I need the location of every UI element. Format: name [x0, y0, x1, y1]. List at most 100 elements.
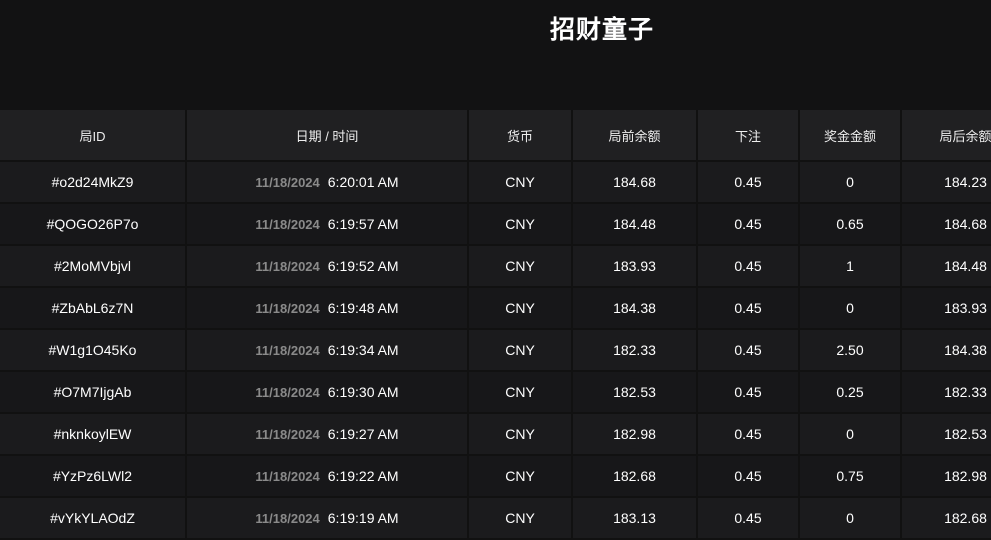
datetime-cell: 11/18/2024 6:19:30 AM	[186, 371, 469, 414]
date: 11/18/2024	[255, 301, 320, 316]
round-id[interactable]: #nknkoylEW	[0, 413, 187, 456]
page-header: 招财童子	[0, 0, 991, 110]
table-row[interactable]: #o2d24MkZ9 11/18/2024 6:20:01 AM CNY 184.68 0…	[0, 161, 991, 204]
date: 11/18/2024	[255, 427, 320, 442]
date: 11/18/2024	[255, 175, 320, 190]
currency: CNY	[468, 497, 573, 540]
datetime-cell: 11/18/2024 6:19:48 AM	[186, 287, 469, 330]
bet: 0.45	[697, 203, 800, 246]
page-title: 招财童子	[550, 16, 655, 44]
date: 11/18/2024	[255, 385, 320, 400]
win-amount: 0.75	[799, 455, 902, 498]
time: 6:19:48 AM	[327, 300, 399, 316]
currency: CNY	[468, 413, 573, 456]
date: 11/18/2024	[255, 343, 320, 358]
column-header-bet: 下注	[697, 110, 800, 162]
round-id[interactable]: #W1g1O45Ko	[0, 329, 187, 372]
balance-before: 184.68	[572, 161, 698, 204]
currency: CNY	[468, 161, 573, 204]
bet: 0.45	[697, 161, 800, 204]
balance-before: 182.53	[572, 371, 698, 414]
table-row[interactable]: #YzPz6LWl2 11/18/2024 6:19:22 AM CNY 182.68 0…	[0, 455, 991, 498]
column-header-win: 奖金金额	[799, 110, 902, 162]
column-header-balance-before: 局前余额	[572, 110, 698, 162]
win-amount: 0	[799, 413, 902, 456]
table-header-row: 局ID 日期 / 时间 货币 局前余额 下注 奖金金额 局后余额	[0, 110, 991, 162]
time: 6:19:19 AM	[327, 510, 399, 526]
table-row[interactable]: #ZbAbL6z7N 11/18/2024 6:19:48 AM CNY 184.38 0…	[0, 287, 991, 330]
bet: 0.45	[697, 497, 800, 540]
currency: CNY	[468, 287, 573, 330]
date: 11/18/2024	[255, 469, 320, 484]
datetime-cell: 11/18/2024 6:19:57 AM	[186, 203, 469, 246]
balance-after: 184.68	[901, 203, 991, 246]
date: 11/18/2024	[255, 217, 320, 232]
game-history-table: 局ID 日期 / 时间 货币 局前余额 下注 奖金金额 局后余额 #o2d24M…	[0, 110, 991, 540]
bet: 0.45	[697, 329, 800, 372]
win-amount: 1	[799, 245, 902, 288]
balance-after: 182.98	[901, 455, 991, 498]
round-id[interactable]: #2MoMVbjvl	[0, 245, 187, 288]
balance-after: 182.53	[901, 413, 991, 456]
balance-before: 182.33	[572, 329, 698, 372]
round-id[interactable]: #YzPz6LWl2	[0, 455, 187, 498]
datetime-cell: 11/18/2024 6:20:01 AM	[186, 161, 469, 204]
round-id[interactable]: #O7M7IjgAb	[0, 371, 187, 414]
currency: CNY	[468, 203, 573, 246]
bet: 0.45	[697, 455, 800, 498]
currency: CNY	[468, 245, 573, 288]
time: 6:19:52 AM	[327, 258, 399, 274]
column-header-round-id: 局ID	[0, 110, 187, 162]
round-id[interactable]: #ZbAbL6z7N	[0, 287, 187, 330]
balance-before: 183.93	[572, 245, 698, 288]
time: 6:19:27 AM	[327, 426, 399, 442]
time: 6:19:30 AM	[327, 384, 399, 400]
win-amount: 2.50	[799, 329, 902, 372]
win-amount: 0.25	[799, 371, 902, 414]
time: 6:19:22 AM	[327, 468, 399, 484]
date: 11/18/2024	[255, 259, 320, 274]
column-header-datetime: 日期 / 时间	[186, 110, 469, 162]
win-amount: 0	[799, 497, 902, 540]
date: 11/18/2024	[255, 511, 320, 526]
table-row[interactable]: #vYkYLAOdZ 11/18/2024 6:19:19 AM CNY 183.13 0…	[0, 497, 991, 540]
round-id[interactable]: #o2d24MkZ9	[0, 161, 187, 204]
balance-after: 183.93	[901, 287, 991, 330]
table-row[interactable]: #O7M7IjgAb 11/18/2024 6:19:30 AM CNY 182.53 0…	[0, 371, 991, 414]
round-id[interactable]: #vYkYLAOdZ	[0, 497, 187, 540]
balance-before: 183.13	[572, 497, 698, 540]
table-row[interactable]: #W1g1O45Ko 11/18/2024 6:19:34 AM CNY 182.33 0…	[0, 329, 991, 372]
datetime-cell: 11/18/2024 6:19:22 AM	[186, 455, 469, 498]
column-header-balance-after: 局后余额	[901, 110, 991, 162]
time: 6:19:34 AM	[327, 342, 399, 358]
column-header-currency: 货币	[468, 110, 573, 162]
table-row[interactable]: #2MoMVbjvl 11/18/2024 6:19:52 AM CNY 183.93 0…	[0, 245, 991, 288]
bet: 0.45	[697, 413, 800, 456]
datetime-cell: 11/18/2024 6:19:19 AM	[186, 497, 469, 540]
balance-after: 182.33	[901, 371, 991, 414]
currency: CNY	[468, 329, 573, 372]
win-amount: 0	[799, 161, 902, 204]
balance-after: 184.38	[901, 329, 991, 372]
bet: 0.45	[697, 245, 800, 288]
table-row[interactable]: #QOGO26P7o 11/18/2024 6:19:57 AM CNY 184.48 0…	[0, 203, 991, 246]
table-row[interactable]: #nknkoylEW 11/18/2024 6:19:27 AM CNY 182.98 0…	[0, 413, 991, 456]
balance-before: 182.98	[572, 413, 698, 456]
datetime-cell: 11/18/2024 6:19:27 AM	[186, 413, 469, 456]
balance-before: 182.68	[572, 455, 698, 498]
currency: CNY	[468, 455, 573, 498]
win-amount: 0	[799, 287, 902, 330]
balance-before: 184.38	[572, 287, 698, 330]
datetime-cell: 11/18/2024 6:19:34 AM	[186, 329, 469, 372]
balance-after: 184.48	[901, 245, 991, 288]
balance-before: 184.48	[572, 203, 698, 246]
time: 6:19:57 AM	[327, 216, 399, 232]
time: 6:20:01 AM	[327, 174, 399, 190]
datetime-cell: 11/18/2024 6:19:52 AM	[186, 245, 469, 288]
round-id[interactable]: #QOGO26P7o	[0, 203, 187, 246]
bet: 0.45	[697, 371, 800, 414]
currency: CNY	[468, 371, 573, 414]
balance-after: 182.68	[901, 497, 991, 540]
win-amount: 0.65	[799, 203, 902, 246]
balance-after: 184.23	[901, 161, 991, 204]
